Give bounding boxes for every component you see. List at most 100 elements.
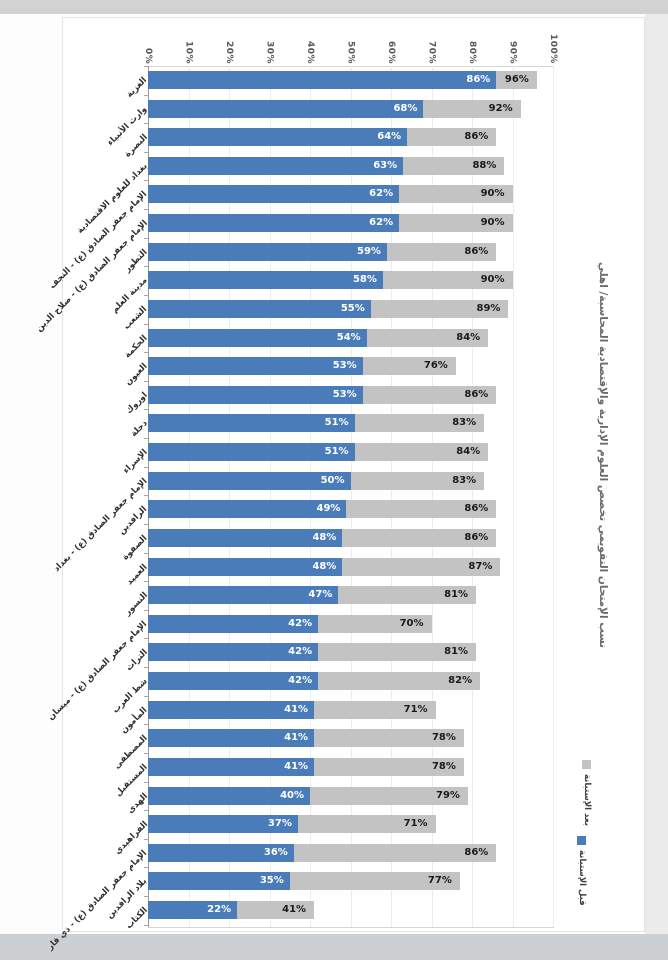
axis-tick: 50% xyxy=(344,12,357,64)
gridline xyxy=(310,66,311,927)
value-label-before: 68% xyxy=(393,102,418,114)
value-label-after: 92% xyxy=(488,102,513,114)
value-label-after: 86% xyxy=(464,245,489,257)
bar-before xyxy=(148,700,315,719)
bar-before xyxy=(148,328,367,347)
value-label-after: 81% xyxy=(444,646,469,658)
bar-before xyxy=(148,757,315,776)
value-label-before: 50% xyxy=(320,474,345,486)
value-label-before: 53% xyxy=(332,388,357,400)
gridline xyxy=(229,66,230,927)
value-label-before: 51% xyxy=(324,417,349,429)
gridline xyxy=(269,66,271,927)
category-tick xyxy=(144,123,148,125)
bar-before xyxy=(148,557,343,576)
bar-before xyxy=(148,586,339,605)
value-label-after: 86% xyxy=(464,131,489,143)
value-label-after: 87% xyxy=(468,560,493,572)
bar-before xyxy=(148,900,238,919)
bar-before xyxy=(148,357,363,376)
value-label-before: 40% xyxy=(280,789,304,801)
category-tick xyxy=(144,266,148,268)
bar-before xyxy=(148,815,298,834)
category-tick xyxy=(144,94,148,96)
gridline xyxy=(188,66,190,927)
plot-area: 86% 96% 68% 92% 64% 86% 63% 88% 62% 90% 62% 90% 59% 8… xyxy=(148,66,554,927)
bar-before xyxy=(148,672,319,691)
bar-before xyxy=(148,443,355,462)
axis-tick: 100% xyxy=(547,12,560,64)
value-label-after: 96% xyxy=(504,74,529,85)
chart-title: نسب الإمتحان التقويمي تخصص العلوم الإدار… xyxy=(597,262,609,648)
value-label-after: 90% xyxy=(480,188,505,200)
bar-before xyxy=(148,414,355,433)
value-label-after: 78% xyxy=(431,760,456,772)
value-label-after: 86% xyxy=(464,388,489,400)
value-label-before: 37% xyxy=(267,818,292,830)
bar-before xyxy=(148,729,315,748)
value-label-before: 35% xyxy=(259,875,284,887)
category-tick xyxy=(144,810,148,812)
bar-before xyxy=(148,872,290,891)
legend-swatch-gray-icon xyxy=(582,760,592,769)
value-label-before: 58% xyxy=(352,274,377,286)
category-tick xyxy=(144,895,148,897)
value-label-before: 86% xyxy=(466,74,491,85)
value-label-before: 49% xyxy=(316,503,341,515)
value-label-before: 55% xyxy=(340,302,365,314)
value-label-after: 77% xyxy=(427,875,452,887)
photo-edge-bottom xyxy=(0,934,668,960)
category-tick xyxy=(144,323,148,325)
category-tick xyxy=(144,495,148,497)
plot-bottom-border xyxy=(148,927,554,928)
axis-tick-label: 50% xyxy=(345,40,356,64)
category-tick xyxy=(144,209,148,211)
value-label-before: 63% xyxy=(373,159,398,171)
legend-entry-after: بعد الإستبانة xyxy=(582,760,592,826)
category-tick xyxy=(144,752,148,754)
category-tick xyxy=(144,609,148,611)
category-tick xyxy=(144,667,148,669)
value-label-before: 41% xyxy=(284,732,309,744)
value-label-after: 90% xyxy=(480,274,505,286)
bar-before xyxy=(148,614,319,633)
value-label-before: 48% xyxy=(312,560,337,572)
bar-before xyxy=(148,156,404,175)
axis-tick-label: 90% xyxy=(507,40,518,64)
bar-before xyxy=(148,843,294,862)
value-label-after: 84% xyxy=(456,331,481,343)
value-label-after: 71% xyxy=(403,818,428,830)
gridline xyxy=(431,66,433,927)
axis-tick-label: 100% xyxy=(548,34,558,64)
value-label-after: 86% xyxy=(464,846,489,858)
axis-tick-label: 10% xyxy=(183,40,194,64)
category-tick xyxy=(144,867,148,869)
value-label-after: 81% xyxy=(444,589,469,601)
value-label-before: 48% xyxy=(312,531,337,543)
bar-before xyxy=(148,786,310,805)
value-label-before: 42% xyxy=(288,617,313,629)
photo-edge-top xyxy=(0,0,668,14)
axis-tick-label: 0% xyxy=(143,47,153,64)
gridline xyxy=(512,66,514,927)
category-tick xyxy=(144,409,148,411)
category-tick xyxy=(144,466,148,468)
value-label-before: 47% xyxy=(308,589,333,601)
legend-label: قبل الإستبانة xyxy=(577,850,587,906)
bar-before xyxy=(148,185,400,204)
value-label-before: 51% xyxy=(324,446,349,458)
value-label-before: 59% xyxy=(357,245,381,257)
photo-edge-right xyxy=(645,14,668,934)
axis-tick: 40% xyxy=(304,12,317,64)
value-label-before: 42% xyxy=(288,675,313,687)
category-tick xyxy=(144,924,148,926)
category-tick xyxy=(144,724,148,726)
bar-before xyxy=(148,128,408,147)
value-label-before: 53% xyxy=(332,360,357,372)
value-label-before: 62% xyxy=(369,188,394,200)
category-tick xyxy=(144,523,148,525)
axis-tick-label: 40% xyxy=(305,40,315,64)
axis-tick: 90% xyxy=(506,12,519,64)
bar-before xyxy=(148,71,497,89)
bar-before xyxy=(148,385,363,404)
